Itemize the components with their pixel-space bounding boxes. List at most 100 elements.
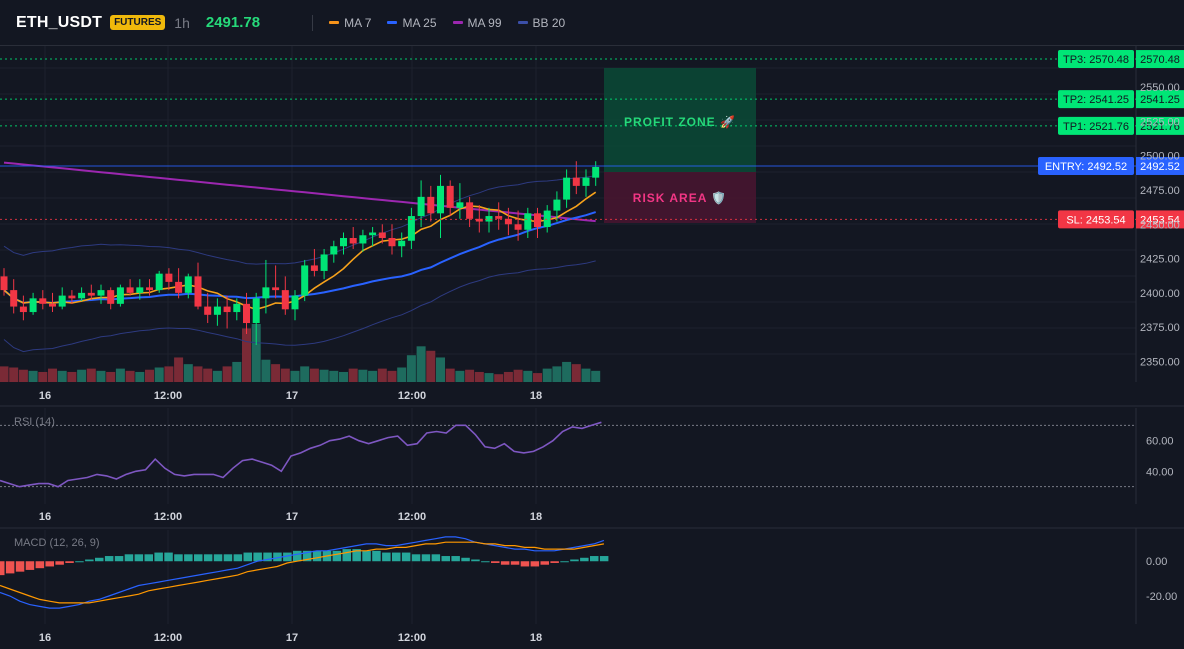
legend-ma25[interactable]: MA 25 [387,15,437,30]
volume-bar [484,373,494,382]
profit-zone-label: PROFIT ZONE 🚀 [624,115,736,129]
candle-body [485,216,493,222]
macd-grid [44,528,1137,624]
rsi-panel[interactable]: RSI (14) 60.00 40.00 16 12:00 17 12:00 18 [0,408,1184,529]
volume-bar [203,368,213,382]
level-tp2-axis-tag [1136,90,1184,109]
price-tick-label: 2400.00 [1140,288,1180,300]
volume-bar [290,370,300,382]
macd-hist-bar [174,554,183,562]
price-tick-label: 2550.00 [1140,82,1180,94]
time-tick-label: 12:00 [154,390,182,402]
time-tick-label: 16 [39,511,51,523]
price-axis[interactable]: 2550.00 2525.00 2500.00 2475.00 2450.00 2425.… [1140,82,1180,368]
symbol-name[interactable]: ETH_USDT [16,13,103,31]
price-grid [0,46,1184,407]
candle [485,207,493,233]
macd-hist-bar [372,550,381,562]
candle [175,268,183,299]
candle [204,292,212,324]
candle [349,227,357,249]
chart-canvas[interactable]: PROFIT ZONE 🚀 RISK AREA 🛡️ TP3: 2570.48 2… [0,46,1184,649]
macd-hist-bar [65,561,74,563]
macd-hist-bar [273,552,282,562]
volume-bar [242,328,251,382]
ma99-line [3,161,596,223]
volume-bar [339,371,348,382]
volume-bar [523,370,533,382]
candle-body [466,202,474,219]
volume-bar [300,366,310,382]
volume-bar [183,364,193,382]
volume-bar [581,368,591,382]
volume-bar [474,371,484,382]
price-tick-label: 2375.00 [1140,322,1180,334]
candle-body [320,254,328,271]
candle-body [146,287,153,291]
candles[interactable] [0,161,600,345]
macd-hist-bar [0,561,5,576]
macd-hist-bar [55,561,64,565]
price-tick-label: 2450.00 [1140,219,1180,231]
rsi-tick-label: 40.00 [1146,466,1174,478]
candle [184,273,192,299]
candle [146,279,153,296]
rsi-path [0,421,602,488]
volume-bar [251,324,261,382]
volume-bar [494,374,504,382]
macd-hist-bar [104,556,114,562]
macd-hist-bar [25,561,35,570]
macd-hist-bar [392,552,401,562]
macd-hist-bar [233,554,243,562]
level-entry: ENTRY: 2492.52 2492.52 [0,156,1184,175]
candle [262,259,270,314]
macd-hist-bar [263,552,272,562]
timeframe-selector[interactable]: 1h [174,14,190,31]
macd-panel[interactable]: MACD (12, 26, 9) 0.00 -20.00 16 12:00 17 12:… [0,528,1177,644]
candle-body [194,276,202,307]
level-tp2-tag [1058,90,1134,109]
macd-hist-bar [302,550,312,562]
macd-hist-bar [184,554,193,562]
price-tick-label: 2500.00 [1140,151,1180,163]
legend-ma7[interactable]: MA 7 [329,16,371,30]
macd-hist-bar [164,552,173,562]
volume-bar [368,370,378,382]
level-entry-axis-tag [1136,156,1184,175]
candle-body [116,287,124,304]
volume-bar [9,367,19,382]
candle [466,196,474,228]
volume-bar [164,366,174,382]
macd-hist-bar [520,561,530,567]
legend-ma25-label: MA 25 [402,15,437,30]
time-tick-label: 18 [530,632,542,644]
macd-time-axis: 16 12:00 17 12:00 18 [39,632,542,644]
candle-body [301,265,309,296]
candle-body [310,265,318,271]
candle [417,180,425,228]
candle-body [155,273,163,291]
macd-hist-bar [203,554,213,562]
candle [504,207,512,236]
level-tp2-axis-text: 2541.25 [1140,94,1180,106]
legend-bb20[interactable]: BB 20 [517,16,565,30]
price-panel[interactable]: PROFIT ZONE 🚀 RISK AREA 🛡️ TP3: 2570.48 2… [0,46,1184,407]
candle [437,174,444,238]
signal-line [0,541,605,604]
candle-body [378,232,386,238]
header-divider [312,14,314,31]
level-tp3-tag [1058,50,1134,69]
candle-body [456,202,464,208]
volume-bar [329,370,339,382]
time-tick-label: 18 [530,511,542,523]
level-tp1-axis-tag [1136,116,1184,135]
candle [340,232,347,255]
candle-body [252,298,260,324]
candle [330,240,338,263]
candle [301,259,309,302]
macd-hist-bar [154,552,163,562]
legend-ma99[interactable]: MA 99 [452,16,502,30]
candle-body [495,216,503,219]
candle [475,205,483,233]
